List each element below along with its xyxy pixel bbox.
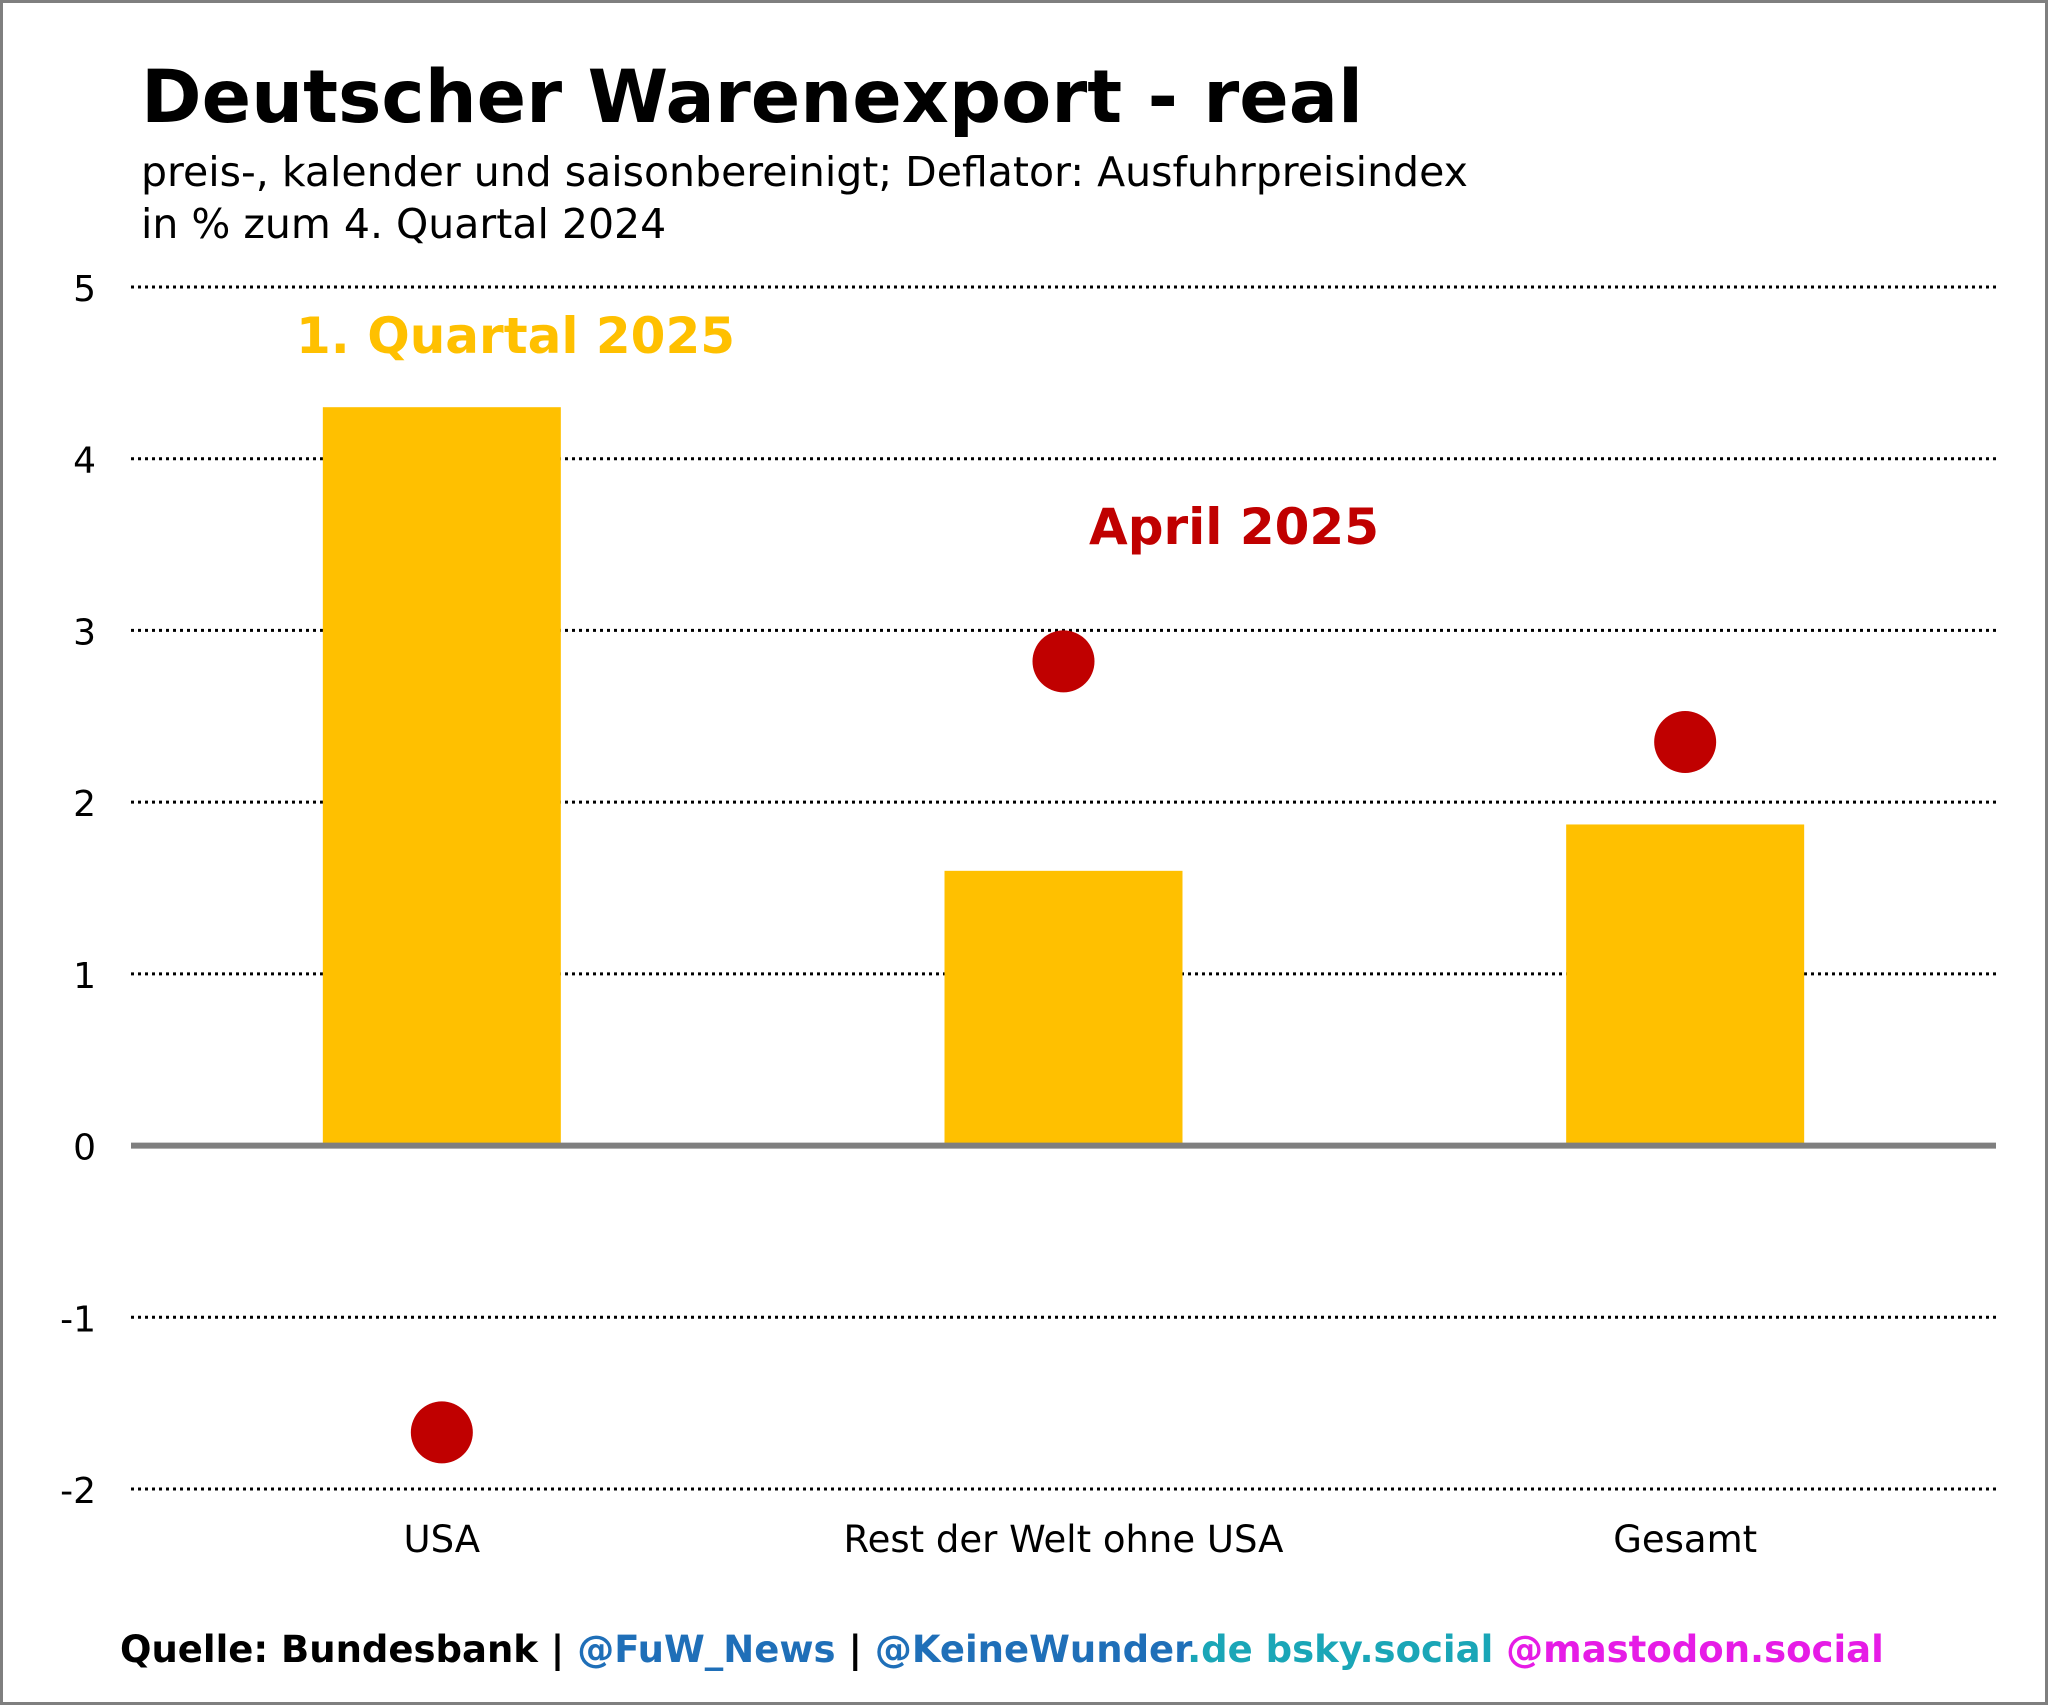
y-axis-tick-labels: 5 4 3 2 1 0 -1 -2 — [60, 269, 96, 1512]
bar-usa — [322, 407, 561, 1146]
y-tick-label: 0 — [73, 1128, 96, 1169]
y-tick-label: -2 — [60, 1471, 96, 1512]
footer-part-1: @FuW_News — [577, 1628, 835, 1671]
series-label-april-2025: April 2025 — [1089, 498, 1379, 556]
bar-series — [322, 407, 1805, 1146]
footer-part-2: | — [836, 1628, 875, 1671]
bar-rest-der-welt-ohne-usa — [944, 870, 1183, 1146]
bar-gesamt — [1566, 824, 1805, 1146]
chart-subtitle-line-2: in % zum 4. Quartal 2024 — [141, 200, 666, 248]
dot-rest-der-welt-ohne-usa — [1032, 630, 1095, 693]
footer-part-4: .de — [1187, 1628, 1266, 1671]
footer-part-3: @KeineWunder — [875, 1628, 1193, 1671]
y-tick-label: 3 — [73, 612, 96, 653]
series-label-1-quartal-2025: 1. Quartal 2025 — [296, 307, 735, 365]
footer-part-6: @mastodon.social — [1506, 1628, 1884, 1671]
x-axis-category-labels: USA Rest der Welt ohne USA Gesamt — [404, 1518, 1758, 1561]
footer-part-5: bsky.social — [1266, 1628, 1506, 1671]
source-footer: Quelle: Bundesbank | @FuW_News | @KeineW… — [120, 1628, 1884, 1671]
dot-series — [410, 630, 1717, 1464]
dot-gesamt — [1654, 711, 1717, 774]
footer-part-0: Quelle: Bundesbank | — [120, 1628, 577, 1671]
dot-usa — [410, 1401, 473, 1464]
y-tick-label: 1 — [73, 956, 96, 997]
y-tick-label: 4 — [73, 441, 96, 482]
chart-subtitle-line-1: preis-, kalender und saisonbereinigt; De… — [141, 148, 1468, 196]
y-tick-label: -1 — [60, 1299, 96, 1340]
y-tick-label: 5 — [73, 269, 96, 310]
y-tick-label: 2 — [73, 784, 96, 825]
chart-title: Deutscher Warenexport - real — [141, 55, 1363, 140]
x-tick-label: Gesamt — [1613, 1518, 1757, 1561]
x-tick-label: Rest der Welt ohne USA — [844, 1518, 1284, 1561]
x-tick-label: USA — [404, 1518, 481, 1561]
